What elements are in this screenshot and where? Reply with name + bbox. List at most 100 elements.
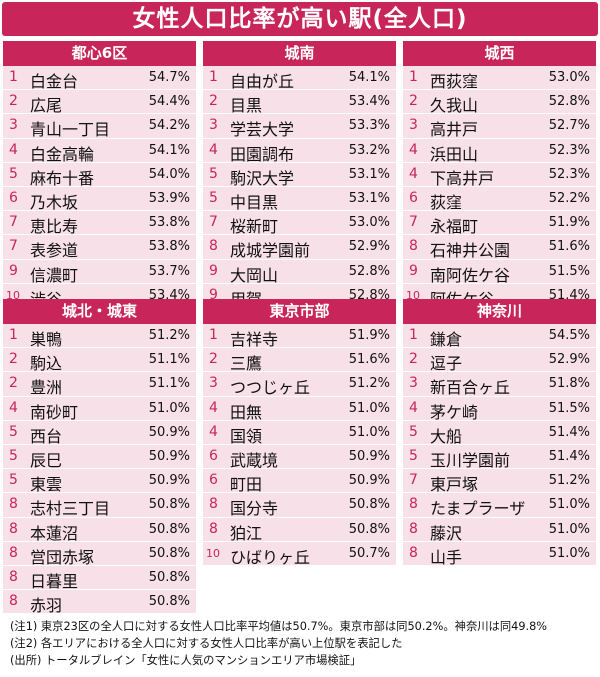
ranking-row: 3 青山一丁目 54.2% <box>3 114 196 139</box>
female-ratio-value: 53.7% <box>148 263 190 279</box>
ranking-row: 5 玉川学園前 51.4% <box>403 444 596 470</box>
female-ratio-value: 50.8% <box>148 521 190 537</box>
region-header: 城北・城東 <box>3 299 196 324</box>
region-header: 城西 <box>403 41 596 66</box>
station-name: つつじヶ丘 <box>230 378 311 398</box>
rank-number: 9 <box>209 262 218 279</box>
female-ratio-value: 51.0% <box>148 400 190 416</box>
rank-number: 5 <box>409 447 418 464</box>
station-name: 玉川学園前 <box>430 450 511 470</box>
station-name: 南阿佐ケ谷 <box>430 265 511 285</box>
station-name: 田園調布 <box>230 144 295 164</box>
rank-number: 6 <box>209 447 218 464</box>
ranking-row: 2 久我山 52.8% <box>403 90 596 116</box>
ranking-row: 5 中目黒 53.1% <box>203 186 396 212</box>
station-name: 狛江 <box>230 523 263 543</box>
station-name: 広尾 <box>30 96 63 116</box>
station-name: 南砂町 <box>30 402 79 422</box>
station-name: 荻窪 <box>430 192 463 212</box>
station-name: 自由が丘 <box>230 72 295 91</box>
region-jonan: 城南 1 自由が丘 54.1% 2 目黒 53.4% 3 学芸大学 53.3% 4 田園調布 53.2%… <box>203 41 396 309</box>
rank-number: 2 <box>9 93 18 110</box>
region-toshin6: 都心6区 1 白金台 54.7% 2 広尾 54.4% 3 青山一丁目 54.2% 4 白金高輪 54.… <box>3 41 196 309</box>
ranking-list: 1 巣鴨 51.2% 2 駒込 51.1% 2 豊洲 51.1% 4 南砂町 51.0% 5 西台 50.9… <box>3 324 196 616</box>
female-ratio-value: 52.9% <box>348 239 390 255</box>
rank-number: 10 <box>6 288 20 302</box>
rank-number: 7 <box>9 214 18 231</box>
note-source: (出所) トータルブレイン「女性に人気のマンションエリア市場検証」 <box>10 654 362 667</box>
rank-number: 7 <box>409 472 418 489</box>
ranking-row: 8 たまプラーザ 51.0% <box>403 493 596 519</box>
ranking-row: 8 山手 51.0% <box>403 541 596 567</box>
female-ratio-value: 51.2% <box>548 473 590 489</box>
female-ratio-value: 54.2% <box>148 118 190 134</box>
station-name: 巣鴨 <box>30 330 63 349</box>
station-name: 久我山 <box>430 96 479 116</box>
ranking-row: 4 茅ケ崎 51.5% <box>403 396 596 422</box>
station-name: 新百合ヶ丘 <box>430 378 511 398</box>
rank-number: 8 <box>409 238 418 255</box>
ranking-row: 3 学芸大学 53.3% <box>203 114 396 140</box>
station-name: 学芸大学 <box>230 120 295 140</box>
female-ratio-value: 51.0% <box>548 545 590 561</box>
station-name: 山手 <box>430 547 463 567</box>
region-header: 都心6区 <box>3 41 196 66</box>
rank-number: 8 <box>9 593 18 610</box>
rank-number: 8 <box>409 544 418 561</box>
ranking-row: 9 南阿佐ケ谷 51.5% <box>403 259 596 285</box>
female-ratio-value: 51.1% <box>148 376 190 392</box>
ranking-row: 5 大船 51.4% <box>403 420 596 446</box>
note-1: (注1) 東京23区の全人口に対する女性人口比率平均値は50.7%。東京市部は同… <box>10 620 548 633</box>
female-ratio-value: 50.8% <box>148 545 190 561</box>
female-ratio-value: 51.0% <box>548 497 590 513</box>
station-name: 白金台 <box>30 72 79 91</box>
rank-number: 1 <box>209 69 218 85</box>
station-name: 駒沢大学 <box>230 168 295 188</box>
rank-number: 2 <box>9 351 18 368</box>
female-ratio-value: 50.9% <box>348 473 390 489</box>
female-ratio-value: 51.0% <box>348 400 390 416</box>
rank-number: 4 <box>209 399 218 416</box>
note-2: (注2) 各エリアにおける全人口に対する女性人口比率が高い上位駅を表記した <box>10 637 403 650</box>
ranking-row: 4 下高井戸 52.3% <box>403 162 596 188</box>
ranking-row: 3 高井戸 52.7% <box>403 114 596 140</box>
station-name: 高井戸 <box>430 120 479 140</box>
ranking-row: 4 南砂町 51.0% <box>3 396 196 422</box>
rank-number: 2 <box>209 93 218 110</box>
rank-number: 5 <box>9 447 18 464</box>
station-name: 乃木坂 <box>30 192 79 212</box>
ranking-row: 1 巣鴨 51.2% <box>3 324 196 349</box>
ranking-row: 2 豊洲 51.1% <box>3 372 196 397</box>
rank-number: 1 <box>9 327 18 343</box>
rank-number: 4 <box>209 141 218 158</box>
female-ratio-value: 51.9% <box>548 215 590 231</box>
station-name: 下高井戸 <box>430 168 495 188</box>
female-ratio-value: 52.8% <box>348 287 390 303</box>
station-name: ひばりヶ丘 <box>230 547 311 567</box>
rank-number: 3 <box>409 117 418 134</box>
rank-number: 6 <box>9 189 18 206</box>
rank-number: 5 <box>9 423 18 440</box>
female-ratio-value: 51.8% <box>548 376 590 392</box>
female-ratio-value: 52.2% <box>548 190 590 206</box>
station-name: 国分寺 <box>230 499 279 519</box>
rank-number: 4 <box>409 399 418 416</box>
female-ratio-value: 53.4% <box>348 94 390 110</box>
ranking-row: 9 大岡山 52.8% <box>203 259 396 285</box>
female-ratio-value: 53.8% <box>148 239 190 255</box>
ranking-row: 6 町田 50.9% <box>203 469 396 494</box>
station-name: 成城学園前 <box>230 241 311 261</box>
station-name: 赤羽 <box>30 596 63 616</box>
ranking-row: 7 東戸塚 51.2% <box>403 469 596 494</box>
rank-number: 3 <box>9 117 18 134</box>
female-ratio-value: 54.1% <box>348 70 390 85</box>
rank-number: 1 <box>409 327 418 343</box>
ranking-row: 8 日暮里 50.8% <box>3 565 196 591</box>
station-name: たまプラーザ <box>430 499 526 519</box>
rank-number: 2 <box>409 351 418 368</box>
station-name: 恵比寿 <box>30 217 79 237</box>
female-ratio-value: 50.8% <box>148 497 190 513</box>
ranking-list: 1 西荻窪 53.0% 2 久我山 52.8% 3 高井戸 52.7% 4 浜田山 52.3% 4 下高井… <box>403 66 596 309</box>
rank-number: 6 <box>409 189 418 206</box>
station-name: 麻布十番 <box>30 168 95 188</box>
